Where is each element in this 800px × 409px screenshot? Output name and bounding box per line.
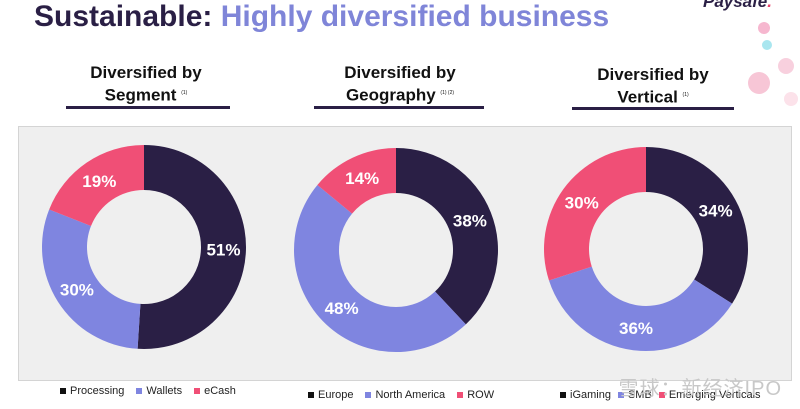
slice-label-igaming: 34% [699,202,733,221]
legend-label: SMB [627,389,652,401]
legend-swatch [560,392,566,398]
watermark: 雪球：新经济IPO [618,378,782,400]
legend-label: Wallets [146,385,183,397]
slice-row [317,148,396,214]
heading-segment-line1: Diversified by [90,63,202,82]
legend-item-europe: Europe [308,389,353,401]
slice-label-ecash: 19% [82,172,116,191]
slice-label-row: 14% [345,169,379,188]
slice-smb [548,266,733,351]
legend-item-north-america: North America [365,389,445,401]
legend-item-smb: SMB [617,389,652,401]
heading-vertical-rule [572,107,734,110]
slice-europe [396,148,499,325]
slice-emerging-verticals [544,147,646,281]
slice-igaming [646,147,748,304]
legend-swatch [60,388,66,394]
legend-swatch [194,388,201,394]
slice-label-europe: 38% [453,212,487,231]
donut-chart-segment: 51% 30% 19% [42,145,246,349]
slice-label-north-america: 48% [325,299,359,318]
legend-item-ecash: eCash [194,385,236,397]
legend-swatch [658,392,665,398]
legend-swatch [136,388,143,394]
brand-logo: Paysafe. [703,0,772,12]
legend-segment: Processing Wallets eCash [60,385,236,397]
slice-label-wallets: 30% [60,281,94,300]
decor-dot-4 [748,72,770,94]
legend-item-wallets: Wallets [136,385,182,397]
heading-segment: Diversified by Segment (1) [61,63,231,106]
title-accent: Highly diversified business [220,0,610,33]
legend-label: Processing [70,385,125,397]
page-title: Sustainable: Highly diversified business [34,0,609,34]
donut-chart-vertical: 34% 36% 30% [544,147,748,351]
legend-label: iGaming [570,389,611,401]
heading-vertical-line2: Vertical [617,87,678,107]
legend-swatch [617,392,624,398]
legend-item-igaming: iGaming [560,389,611,401]
heading-geography-line2: Geography [345,85,436,105]
legend-label: ROW [467,389,495,401]
heading-geography-footnote: (1) (2) [440,90,455,96]
decor-dot-1 [758,22,770,34]
heading-vertical: Diversified by Vertical (1) [568,65,738,108]
legend-item-emerging-verticals: Emerging Verticals [658,389,761,401]
title-main: Sustainable: [34,0,213,33]
legend-label: eCash [204,385,236,397]
slice-label-processing: 51% [206,240,240,259]
slice-label-emerging-verticals: 30% [565,193,599,212]
slice-label-smb: 36% [619,319,653,338]
heading-segment-rule [66,106,230,109]
heading-segment-line2: Segment [104,85,177,105]
legend-geography: Europe North America ROW [308,389,494,401]
heading-segment-footnote: (1) [181,90,188,96]
heading-geography: Diversified by Geography (1) (2) [315,63,485,106]
brand-dot: . [767,0,772,11]
slice-ecash [49,145,144,227]
decor-dot-2 [762,40,772,50]
legend-label: Emerging Verticals [668,389,761,401]
legend-item-processing: Processing [60,385,124,397]
legend-swatch [457,392,464,398]
legend-swatch [308,392,314,398]
legend-label: North America [375,389,446,401]
slice-north-america [293,184,466,352]
heading-vertical-line1: Diversified by [597,65,709,84]
legend-swatch [365,392,372,398]
donut-chart-geography: 38% 48% 14% [293,148,499,352]
decor-dot-5 [784,92,798,106]
slice-processing [137,145,246,349]
brand-name: Paysafe [702,0,768,11]
legend-label: Europe [318,389,354,401]
slice-wallets [42,209,141,349]
legend-item-row: ROW [457,389,494,401]
heading-vertical-footnote: (1) [682,92,689,98]
legend-vertical: iGaming SMB Emerging Verticals [560,389,761,401]
decor-dot-3 [778,58,794,74]
heading-geography-line1: Diversified by [344,63,456,82]
heading-geography-rule [314,106,484,109]
